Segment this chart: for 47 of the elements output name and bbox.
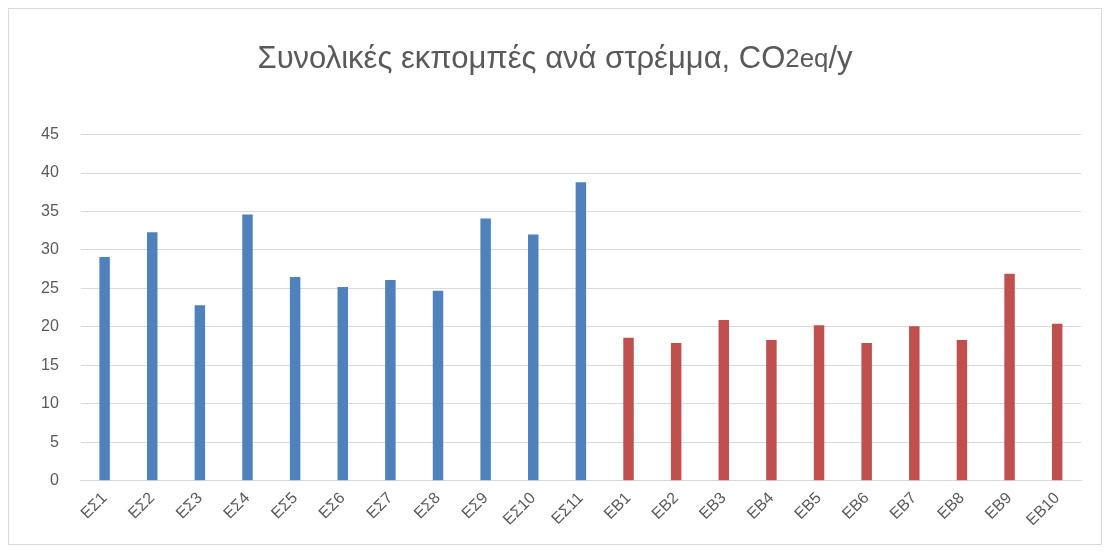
bar [242, 214, 253, 481]
y-tick-label: 40 [41, 163, 59, 181]
x-tick-label: ΕΣ9 [458, 488, 491, 522]
bar [813, 325, 825, 481]
x-tick-label: ΕΣ2 [124, 488, 158, 522]
bar [337, 286, 348, 481]
bar [480, 218, 491, 481]
y-tick-label: 35 [41, 201, 59, 219]
bar [1051, 323, 1063, 481]
y-tick-label: 25 [41, 278, 59, 296]
bar [528, 234, 539, 481]
x-tick-label: ΕΒ4 [743, 488, 777, 523]
bar [432, 290, 444, 481]
x-tick-label: ΕΒ8 [933, 488, 968, 523]
bar [909, 326, 920, 481]
bar [861, 343, 872, 481]
x-tick-label: ΕΒ9 [981, 488, 1015, 523]
y-tick-label: 45 [41, 125, 59, 143]
y-tick-label: 30 [41, 240, 59, 258]
bar [718, 319, 730, 481]
bar [766, 339, 777, 481]
x-tick-label: ΕΣ1 [76, 488, 110, 522]
y-tick-label: 5 [49, 432, 59, 450]
y-tick-label: 10 [41, 394, 59, 412]
bar [575, 182, 587, 481]
y-tick-label: 20 [41, 317, 59, 335]
bar [1004, 273, 1015, 481]
x-tick-label: ΕΒ2 [647, 488, 682, 523]
x-tick-label: ΕΣ6 [315, 488, 349, 522]
bar [956, 339, 968, 481]
x-tick-label: ΕΣ8 [410, 488, 444, 522]
x-tick-label: ΕΣ3 [172, 488, 206, 522]
x-tick-label: ΕΒ3 [695, 488, 730, 523]
y-tick-label: 0 [49, 471, 59, 489]
bar [289, 276, 301, 481]
bar [385, 279, 396, 481]
x-tick-label: ΕΣ4 [219, 488, 253, 522]
x-tick-label: ΕΒ1 [600, 488, 634, 523]
x-tick-label: ΕΣ5 [267, 488, 301, 522]
bar [194, 305, 206, 481]
bar [147, 232, 158, 481]
bar [623, 337, 634, 481]
bar [670, 343, 682, 481]
x-tick-label: ΕΒ5 [790, 488, 825, 523]
x-tick-label: ΕΒ6 [838, 488, 872, 523]
bar [99, 256, 110, 481]
y-tick-label: 15 [41, 355, 59, 373]
